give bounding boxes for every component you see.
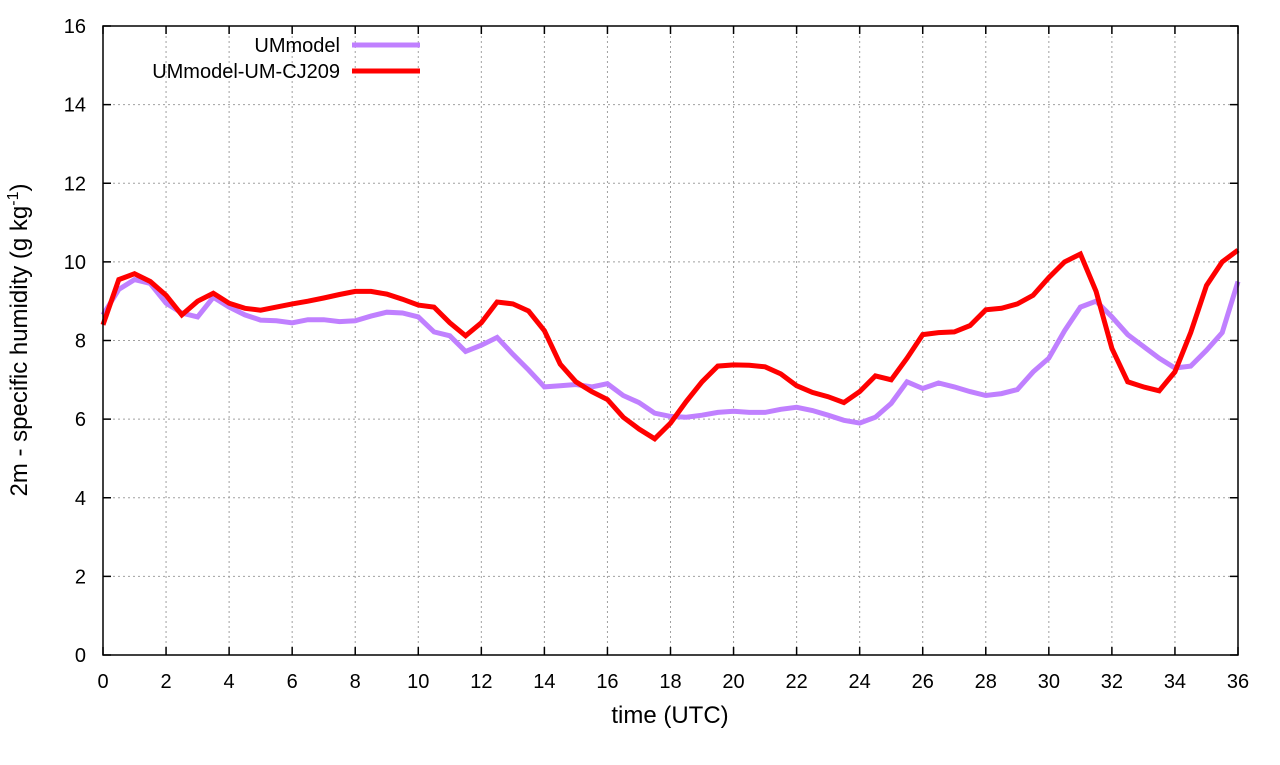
x-tick-label: 28 bbox=[975, 671, 997, 693]
x-tick-label: 24 bbox=[849, 671, 871, 693]
legend-label: UMmodel-UM-CJ209 bbox=[152, 61, 340, 83]
y-tick-label: 2 bbox=[75, 566, 86, 588]
y-tick-label: 6 bbox=[75, 409, 86, 431]
series-line-1 bbox=[100, 248, 1240, 442]
y-tick-label: 0 bbox=[75, 645, 86, 667]
grid bbox=[103, 26, 1238, 655]
legend: UMmodel UMmodel-UM-CJ209 bbox=[152, 35, 420, 83]
x-tick-label: 6 bbox=[287, 671, 298, 693]
x-tick-label: 16 bbox=[596, 671, 618, 693]
y-axis-label: 2m - specific humidity (g kg-1) bbox=[5, 184, 33, 497]
series-lines bbox=[100, 248, 1241, 442]
x-tick-label: 20 bbox=[722, 671, 744, 693]
x-tick-label: 12 bbox=[470, 671, 492, 693]
x-tick-label: 26 bbox=[912, 671, 934, 693]
x-tick-label: 22 bbox=[785, 671, 807, 693]
x-tick-label: 34 bbox=[1164, 671, 1186, 693]
x-tick-label: 36 bbox=[1227, 671, 1249, 693]
y-tick-label: 4 bbox=[75, 488, 86, 510]
x-tick-label: 10 bbox=[407, 671, 429, 693]
y-tick-label: 12 bbox=[64, 173, 86, 195]
x-tick-label: 4 bbox=[224, 671, 235, 693]
x-tick-label: 32 bbox=[1101, 671, 1123, 693]
x-tick-label: 8 bbox=[350, 671, 361, 693]
y-tick-label: 14 bbox=[64, 95, 86, 117]
x-axis-label: time (UTC) bbox=[611, 702, 728, 729]
x-tick-label: 30 bbox=[1038, 671, 1060, 693]
ticks: 0 2 4 6 8 10 12 14 16 18 20 22 24 26 28 30 32 34 360246810… bbox=[64, 16, 1249, 693]
x-tick-label: 14 bbox=[533, 671, 555, 693]
y-tick-label: 10 bbox=[64, 252, 86, 274]
series-line-0 bbox=[100, 276, 1241, 426]
legend-label: UMmodel bbox=[254, 35, 340, 57]
y-tick-label: 8 bbox=[75, 331, 86, 353]
x-tick-label: 2 bbox=[160, 671, 171, 693]
x-tick-label: 0 bbox=[97, 671, 108, 693]
x-tick-label: 18 bbox=[659, 671, 681, 693]
y-tick-label: 16 bbox=[64, 16, 86, 38]
